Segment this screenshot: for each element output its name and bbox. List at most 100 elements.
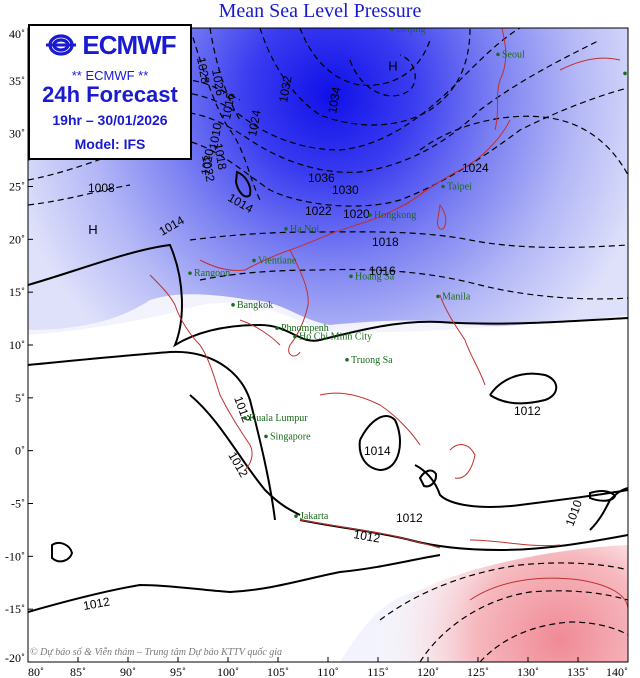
city-marker [436, 294, 440, 299]
isobar-label: 1036 [308, 171, 335, 185]
isobar-label: 1008 [88, 181, 115, 195]
isobar-label: 1012 [82, 594, 111, 612]
map-title: Mean Sea Level Pressure [218, 0, 422, 22]
isobar-label: 1028 [194, 56, 212, 85]
lat-tick-label: 35˚ [9, 74, 25, 88]
lat-tick-label: 15˚ [9, 285, 25, 299]
city-marker [496, 52, 500, 57]
isobar-label: 1014 [364, 444, 391, 458]
isobars-low [379, 562, 628, 662]
isobar-label: 1020 [343, 207, 370, 221]
city-label: Bangkok [237, 300, 273, 311]
isobar-label: 1016 [369, 264, 396, 278]
lon-tick-label: 130˚ [517, 665, 539, 678]
city-marker [243, 416, 247, 420]
city-marker [252, 258, 256, 263]
city-label: Manila [442, 291, 471, 302]
isobar-label: 1024 [462, 161, 489, 175]
model-name: Model: IFS [74, 136, 146, 152]
latitude-axis: 40˚ 35˚ 30˚ 25˚ 20˚ 15˚ 10˚ 5˚ 0˚ -5˚ -10˚ -15˚ -20˚ [5, 27, 33, 665]
isobar-label: 1012 [396, 511, 423, 525]
lon-tick-label: 95˚ [170, 665, 186, 678]
city-label: Singapore [270, 431, 311, 442]
pressure-center-label: H [388, 58, 397, 73]
isobar-label: 1024 [245, 108, 263, 137]
city-label: Truong Sa [351, 355, 393, 366]
longitude-axis: 80˚ 85˚ 90˚ 95˚ 100˚ 105˚ 110˚ 115˚ 120˚ 125˚ 130˚… [27, 657, 629, 678]
city-marker [188, 271, 192, 275]
coastline [149, 28, 628, 611]
lat-tick-label: 30˚ [9, 127, 25, 141]
city-label: Ho Chi Minh City [299, 332, 372, 343]
isobar-label: 1022 [305, 204, 332, 218]
forecast-info-box: ECMWF ** ECMWF ** 24h Forecast 19hr – 30… [28, 24, 192, 160]
low-pressure-shading [360, 545, 628, 662]
isobar-label: 1012 [514, 404, 541, 418]
lon-tick-label: 85˚ [70, 665, 86, 678]
lat-tick-label: 0˚ [15, 444, 25, 458]
city-marker [294, 514, 298, 518]
city-marker [284, 226, 288, 231]
city-markers: Beijing Seoul Tokyo Taipei Hongkong Ha Noi Vie… [188, 24, 640, 522]
lon-tick-label: 105˚ [267, 665, 289, 678]
city-label: Seoul [502, 49, 525, 60]
city-label: Phnompenh [281, 323, 329, 334]
lon-tick-label: 135˚ [567, 665, 589, 678]
credit-line: © Dự báo số & Viễn thám – Trung tâm Dự b… [30, 647, 283, 658]
city-label: Rangoon [194, 268, 230, 279]
city-marker [368, 213, 372, 217]
city-label: Kuala Lumpur [249, 413, 308, 424]
city-marker [345, 357, 349, 362]
isobar-label: 1026 [209, 68, 227, 97]
isobar-label: 1032 [276, 74, 294, 103]
isobar-label: 1020 [198, 147, 216, 176]
isobar-label: 1010 [206, 121, 224, 150]
model-source: ** ECMWF ** [71, 68, 149, 83]
city-marker [441, 184, 445, 189]
city-marker [390, 28, 394, 31]
city-label: Beijing [396, 24, 425, 35]
pressure-centers: HH [88, 58, 397, 237]
lat-tick-label: -15˚ [5, 602, 25, 616]
lat-tick-label: 20˚ [9, 232, 25, 246]
isobar-label: 1034 [325, 85, 343, 114]
isobar-label: 1030 [332, 183, 359, 197]
ecmwf-logo: ECMWF [30, 30, 190, 60]
isobar-labels: 1032 1028 1026 1024 1016 1034 1022 1020 … [82, 56, 585, 613]
pressure-center-label: H [88, 222, 97, 237]
lat-tick-label: -20˚ [5, 651, 25, 665]
ecmwf-logo-icon [46, 34, 77, 56]
lat-tick-label: 5˚ [15, 391, 25, 405]
isobar-label: 1022 [199, 154, 217, 183]
lon-tick-label: 120˚ [417, 665, 439, 678]
lat-tick-label: 10˚ [9, 338, 25, 352]
city-label: Vientiane [258, 255, 297, 266]
lat-tick-label: 40˚ [9, 27, 25, 41]
lat-tick-label: -10˚ [5, 549, 25, 563]
lon-tick-label: 110˚ [317, 665, 339, 678]
city-marker [293, 334, 297, 339]
lon-tick-label: 80˚ [28, 665, 44, 678]
isobar-label: 1012 [352, 527, 381, 545]
city-label: Tokyo [629, 68, 640, 79]
lon-tick-label: 125˚ [467, 665, 489, 678]
isobar-label: 1018 [211, 142, 229, 171]
lon-tick-label: 100˚ [217, 665, 239, 678]
city-marker [349, 274, 353, 279]
city-label: Hoang Sa [355, 271, 395, 282]
lon-tick-label: 90˚ [120, 665, 136, 678]
lon-tick-label: 140˚ [606, 665, 628, 678]
city-marker [231, 303, 235, 307]
logo-text: ECMWF [82, 29, 176, 60]
city-label: Jakarta [300, 511, 329, 522]
forecast-range: 24h Forecast [42, 82, 178, 107]
city-label: Ha Noi [290, 224, 319, 235]
lon-tick-label: 115˚ [367, 665, 389, 678]
isobar-label: 1018 [372, 235, 399, 249]
city-marker [275, 326, 279, 330]
city-label: Taipei [447, 182, 472, 193]
lat-tick-label: 25˚ [9, 180, 25, 194]
lat-tick-label: -5˚ [11, 497, 25, 511]
valid-time: 19hr – 30/01/2026 [52, 112, 168, 128]
city-marker [623, 71, 627, 76]
